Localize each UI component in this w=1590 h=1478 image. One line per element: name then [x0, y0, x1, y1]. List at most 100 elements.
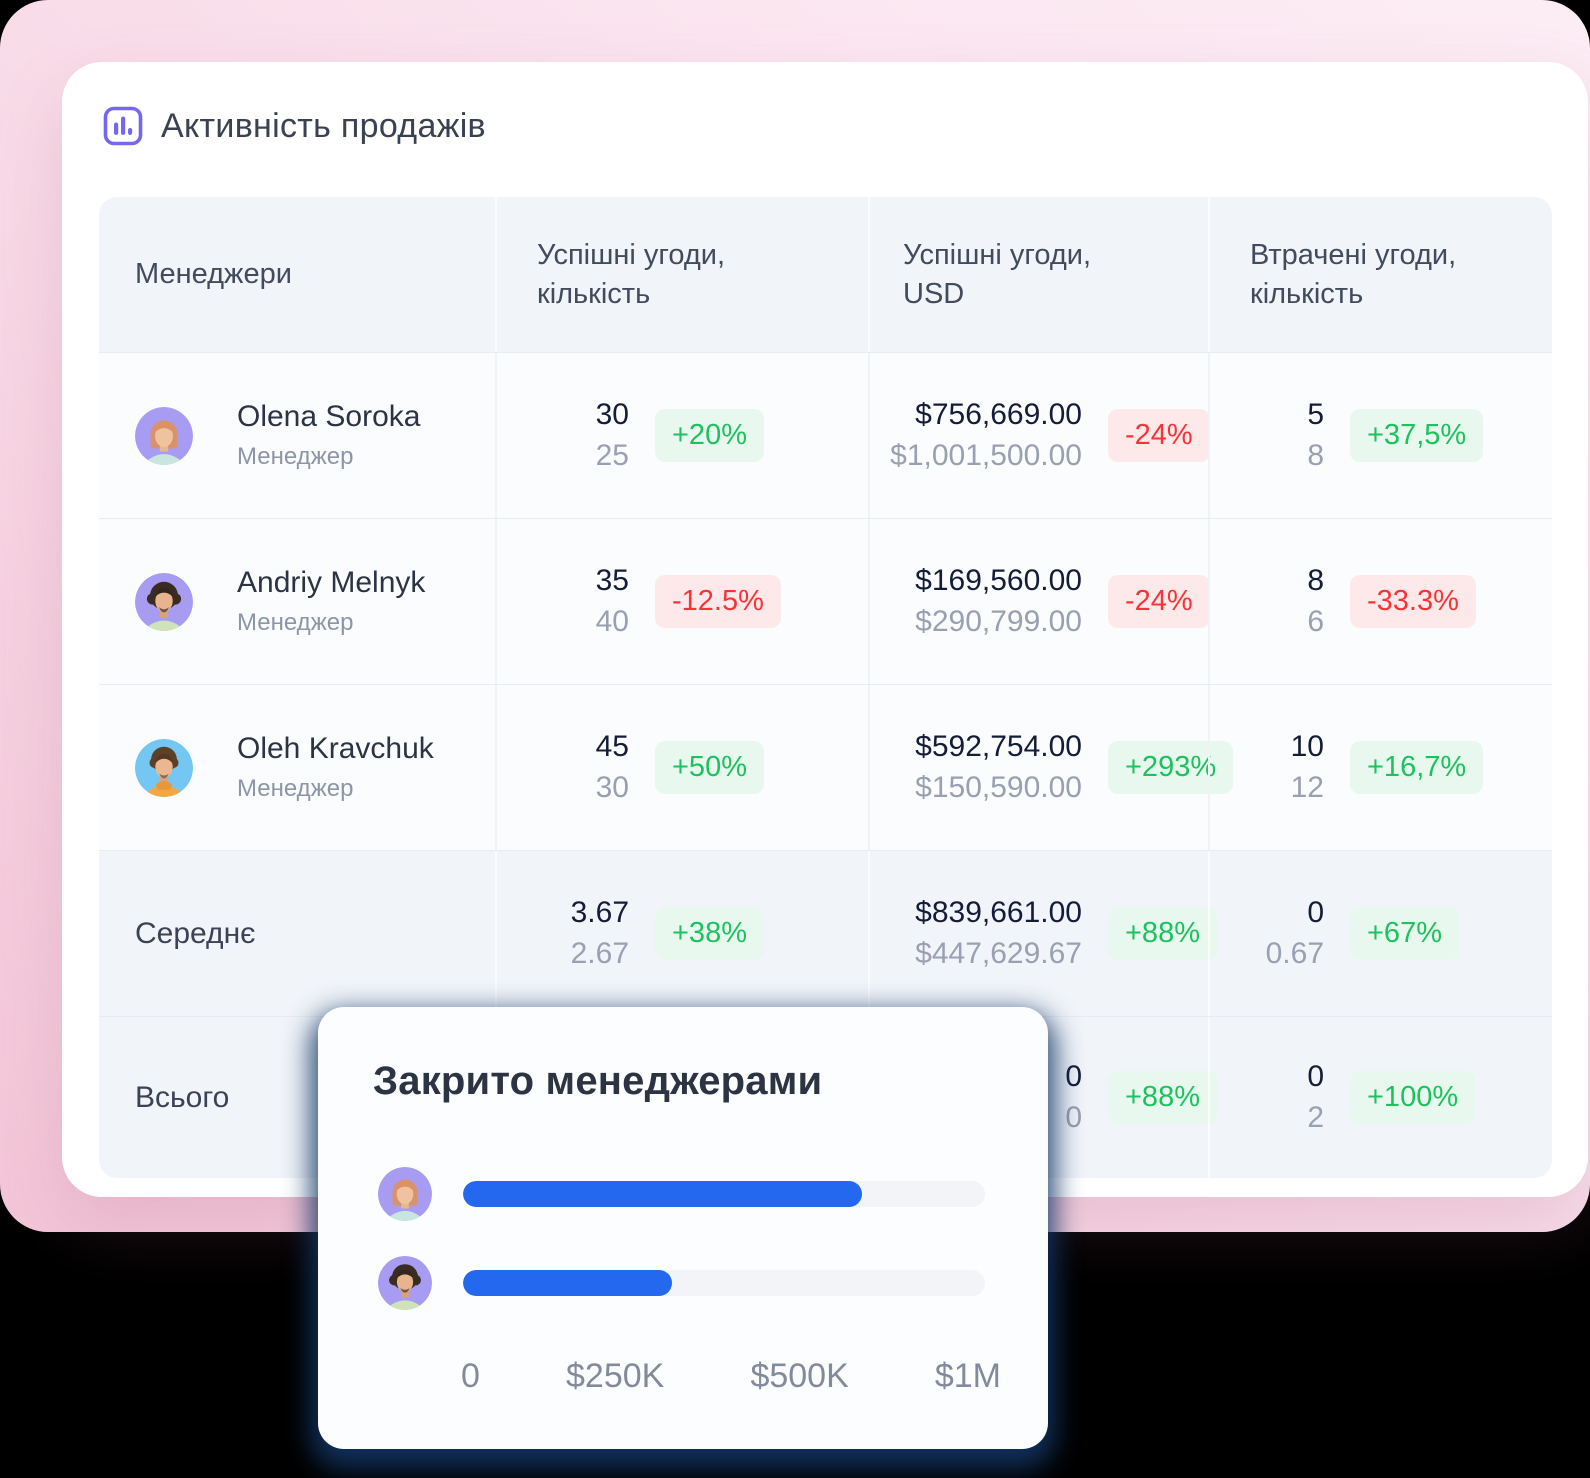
trend-badge: +16,7% — [1350, 741, 1484, 794]
manager-role: Менеджер — [237, 775, 354, 802]
lost-deals-count-cell: 0 0.67 +67% — [1208, 851, 1552, 1016]
trend-badge: +67% — [1350, 907, 1459, 960]
table-row-average: Середнє 3.67 2.67 +38% $839,661.00 $447,… — [99, 850, 1552, 1016]
summary-label: Середнє — [135, 916, 256, 950]
won-deals-count-cell: 45 30 +50% — [495, 685, 868, 850]
trend-badge: -24% — [1108, 409, 1210, 462]
manager-cell: Oleh Kravchuk Менеджер — [99, 685, 495, 850]
avatar-andriy — [135, 572, 193, 631]
table-row-olena-soroka[interactable]: Olena Soroka Менеджер 30 25 +20% $756,66… — [99, 352, 1552, 518]
summary-label-cell: Середнє — [99, 851, 495, 1016]
previous-value: $447,629.67 — [915, 937, 1082, 970]
axis-tick: $500K — [750, 1357, 849, 1395]
column-header-lost-deals-count: Втрачені угоди, кількість — [1208, 197, 1552, 352]
won-deals-usd-cell: $592,754.00 $150,590.00 +293% — [868, 685, 1234, 850]
current-value: 30 — [595, 398, 629, 431]
trend-badge: +293% — [1108, 741, 1234, 794]
previous-value: 2.67 — [570, 937, 629, 970]
trend-badge: +38% — [655, 907, 764, 960]
summary-label-cell: Всього — [99, 1017, 495, 1178]
trend-badge: +100% — [1350, 1071, 1476, 1124]
won-deals-count-cell: 30 25 +20% — [495, 353, 868, 518]
avatar-oleh — [135, 738, 193, 797]
previous-value: 6 — [1307, 605, 1324, 638]
avatar-andriy — [378, 1256, 432, 1310]
current-value: 45 — [595, 730, 629, 763]
manager-cell: Olena Soroka Менеджер — [99, 353, 495, 518]
current-value: $592,754.00 — [915, 730, 1082, 763]
current-value: 0 — [1307, 1060, 1324, 1093]
won-deals-usd-cell: $169,560.00 $290,799.00 -24% — [868, 519, 1210, 684]
previous-value: $290,799.00 — [915, 605, 1082, 638]
current-value: $839,661.00 — [915, 896, 1082, 929]
table-row-andriy-melnyk[interactable]: Andriy Melnyk Менеджер 35 40 -12.5% $169… — [99, 518, 1552, 684]
column-header-won-deals-count: Успішні угоди, кількість — [495, 197, 868, 352]
manager-cell: Andriy Melnyk Менеджер — [99, 519, 495, 684]
manager-role: Менеджер — [237, 609, 354, 636]
trend-badge: +20% — [655, 409, 764, 462]
current-value: 10 — [1290, 730, 1324, 763]
current-value: 0 — [1307, 896, 1324, 929]
axis-tick: 0 — [461, 1357, 480, 1395]
trend-badge: -24% — [1108, 575, 1210, 628]
trend-badge: +88% — [1108, 907, 1217, 960]
current-value: $756,669.00 — [915, 398, 1082, 431]
won-deals-usd-cell: $756,669.00 $1,001,500.00 -24% — [868, 353, 1210, 518]
current-value: 8 — [1307, 564, 1324, 597]
progress-fill — [463, 1181, 863, 1207]
manager-name: Olena Soroka — [237, 400, 421, 433]
manager-role: Менеджер — [237, 443, 354, 470]
bar-chart-icon — [103, 106, 143, 146]
current-value: 5 — [1307, 398, 1324, 431]
column-header-managers: Менеджери — [135, 258, 292, 291]
axis-tick: $250K — [566, 1357, 665, 1395]
previous-value: 25 — [595, 439, 629, 472]
sales-activity-card: Активність продажів Менеджери Успішні уг… — [62, 62, 1588, 1197]
previous-value: 0 — [1065, 1101, 1082, 1134]
previous-value: $150,590.00 — [915, 771, 1082, 804]
won-deals-usd-cell: 0 0 +88% — [868, 1017, 1217, 1178]
lost-deals-count-cell: 0 2 +100% — [1208, 1017, 1552, 1178]
bar-row-olena — [378, 1167, 1048, 1221]
bar-row-andriy — [378, 1256, 1048, 1310]
lost-deals-count-cell: 10 12 +16,7% — [1208, 685, 1552, 850]
closed-by-managers-popup: Закрито менеджерами — [318, 1007, 1048, 1449]
previous-value: 8 — [1307, 439, 1324, 472]
card-header: Активність продажів — [103, 106, 486, 146]
page-title: Активність продажів — [161, 106, 486, 145]
previous-value: 40 — [595, 605, 629, 638]
lost-deals-count-cell: 5 8 +37,5% — [1208, 353, 1552, 518]
current-value: 3.67 — [570, 896, 629, 929]
previous-value: 30 — [595, 771, 629, 804]
progress-fill — [463, 1270, 672, 1296]
avatar-olena — [378, 1167, 432, 1221]
popup-title: Закрито менеджерами — [373, 1059, 823, 1103]
progress-track — [463, 1270, 985, 1296]
trend-badge: +37,5% — [1350, 409, 1484, 462]
column-header-won-deals-usd: Успішні угоди, USD — [868, 197, 1208, 352]
progress-track — [463, 1181, 985, 1207]
trend-badge: +88% — [1108, 1071, 1217, 1124]
previous-value: 2 — [1307, 1101, 1324, 1134]
won-deals-usd-cell: $839,661.00 $447,629.67 +88% — [868, 851, 1217, 1016]
summary-label: Всього — [135, 1080, 230, 1114]
trend-badge: -33.3% — [1350, 575, 1476, 628]
won-deals-count-cell: 3.67 2.67 +38% — [495, 851, 868, 1016]
won-deals-count-cell: 35 40 -12.5% — [495, 519, 868, 684]
axis-tick: $1M — [934, 1357, 1001, 1395]
previous-value: 12 — [1290, 771, 1324, 804]
manager-name: Andriy Melnyk — [237, 566, 426, 599]
current-value: 35 — [595, 564, 629, 597]
previous-value: $1,001,500.00 — [890, 439, 1082, 472]
previous-value: 0.67 — [1265, 937, 1324, 970]
current-value: $169,560.00 — [915, 564, 1082, 597]
x-axis-labels: 0 $250K $500K $1M — [461, 1357, 1001, 1396]
trend-badge: -12.5% — [655, 575, 781, 628]
table-row-oleh-kravchuk[interactable]: Oleh Kravchuk Менеджер 45 30 +50% $592,7… — [99, 684, 1552, 850]
current-value: 0 — [1065, 1060, 1082, 1093]
table-header-row: Менеджери Успішні угоди, кількість Успіш… — [99, 197, 1552, 352]
trend-badge: +50% — [655, 741, 764, 794]
manager-name: Oleh Kravchuk — [237, 732, 434, 765]
avatar-olena — [135, 406, 193, 465]
lost-deals-count-cell: 8 6 -33.3% — [1208, 519, 1552, 684]
